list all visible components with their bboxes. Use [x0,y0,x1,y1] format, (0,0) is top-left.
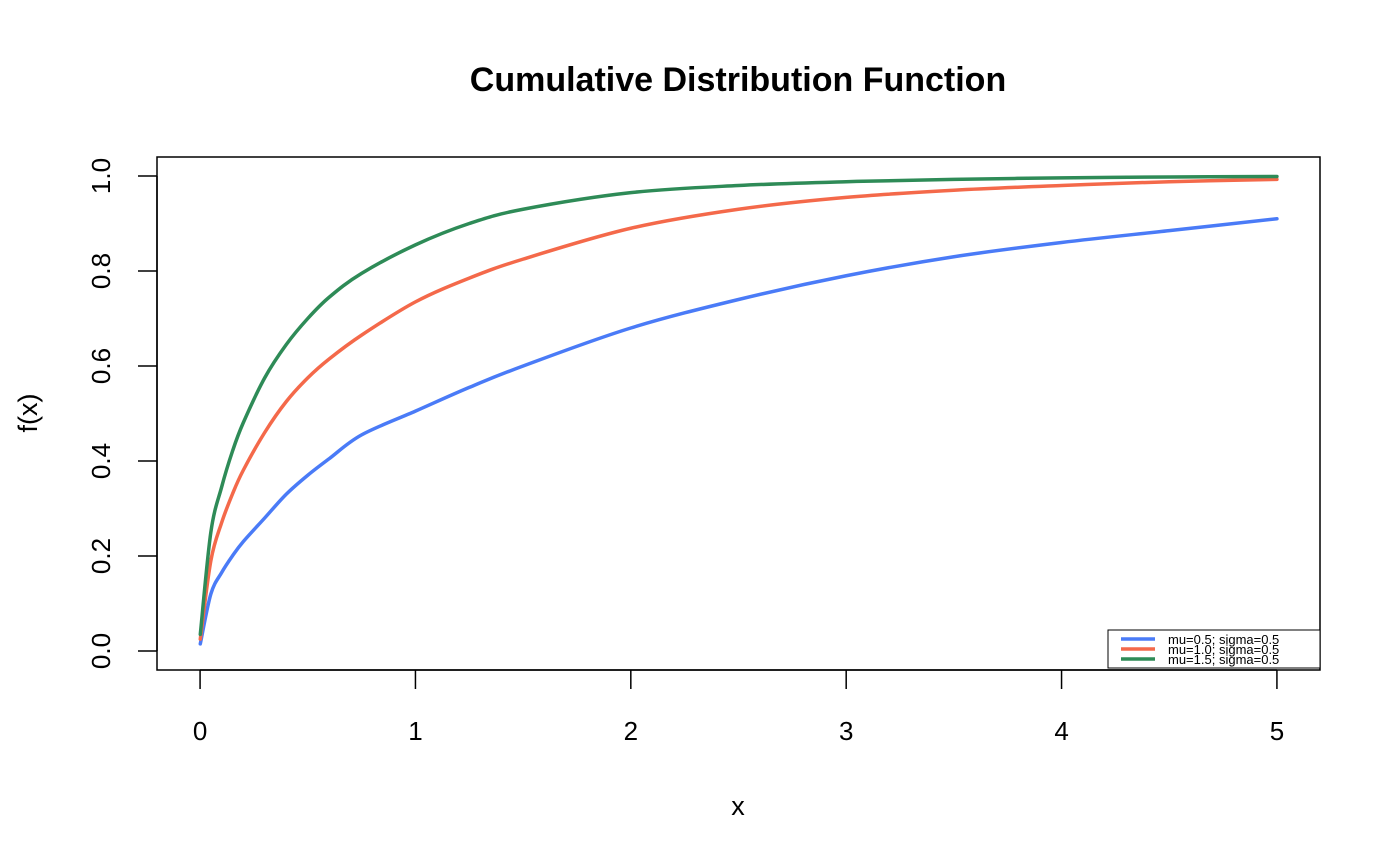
y-tick-label: 0.6 [86,348,116,384]
y-tick-label: 0.0 [86,633,116,669]
legend-label-2: mu=1.0; sigma=0.5 [1168,642,1279,657]
legend-label-1: mu=0.5; sigma=0.5 [1168,632,1279,647]
y-tick-label: 0.4 [86,443,116,479]
x-tick-label: 0 [193,716,207,746]
y-tick-label: 0.8 [86,253,116,289]
series-line-1 [198,217,1279,646]
series-line-3 [198,174,1279,637]
x-tick-label: 1 [408,716,422,746]
x-axis-label: x [731,791,745,821]
series-line-2 [198,177,1279,641]
x-tick-label: 3 [839,716,853,746]
y-tick-label: 1.0 [86,158,116,194]
axes: 0 1 2 3 4 5 0.0 0.2 0.4 0.6 0.8 1.0 [86,158,1284,746]
x-tick-label: 2 [624,716,638,746]
legend: mu=0.5; sigma=0.5mu=1.0; sigma=0.5mu=1.5… [1107,629,1321,669]
x-tick-label: 5 [1270,716,1284,746]
legend-label-3: mu=1.5; sigma=0.5 [1168,652,1279,667]
y-tick-label: 0.2 [86,538,116,574]
series-lines [198,174,1279,646]
x-tick-label: 4 [1054,716,1068,746]
y-axis-label: f(x) [13,394,43,433]
chart-title: Cumulative Distribution Function [470,61,1006,99]
